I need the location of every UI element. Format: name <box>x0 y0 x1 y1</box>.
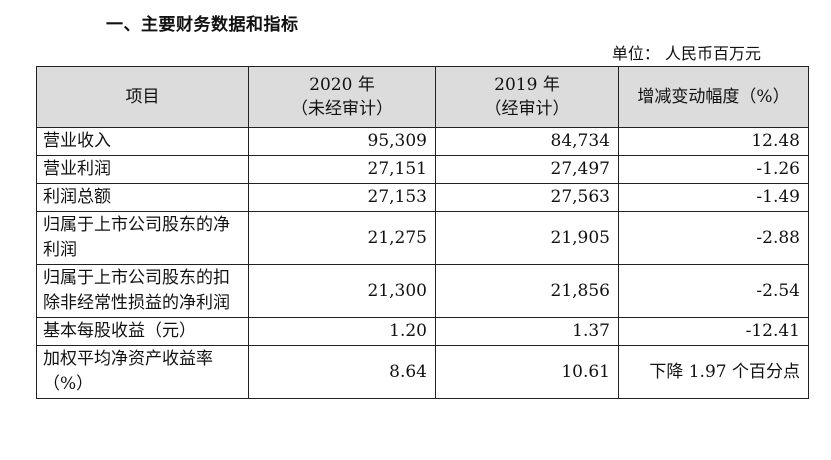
header-item: 项目 <box>36 66 249 128</box>
row-label: 营业利润 <box>36 155 249 184</box>
header-2020: 2020 年 （未经审计） <box>248 66 436 128</box>
table-row: 营业收入 95,309 84,734 12.48 <box>36 127 809 156</box>
value-change: 下降 1.97 个百分点 <box>618 345 809 399</box>
table-header-row: 项目 2020 年 （未经审计） 2019 年 （经审计） 增减变动幅度（%） <box>36 66 809 128</box>
table-row: 基本每股收益（元） 1.20 1.37 -12.41 <box>36 317 809 346</box>
value-2019: 84,734 <box>435 127 619 156</box>
header-2019-note: （经审计） <box>484 99 570 119</box>
value-2019: 21,905 <box>435 211 619 265</box>
row-label: 基本每股收益（元） <box>36 317 249 346</box>
row-label: 归属于上市公司股东的净利润 <box>36 211 249 265</box>
value-2019: 21,856 <box>435 264 619 318</box>
value-2019: 27,497 <box>435 155 619 184</box>
header-2020-year: 2020 年 <box>309 75 375 95</box>
value-change: -2.54 <box>618 264 809 318</box>
section-title: 一、主要财务数据和指标 <box>106 15 299 35</box>
financial-data-table: 项目 2020 年 （未经审计） 2019 年 （经审计） 增减变动幅度（%） … <box>36 66 809 399</box>
value-2020: 27,153 <box>248 183 436 212</box>
value-2020: 27,151 <box>248 155 436 184</box>
value-2020: 95,309 <box>248 127 436 156</box>
value-change: -1.49 <box>618 183 809 212</box>
table-row: 归属于上市公司股东的净利润 21,275 21,905 -2.88 <box>36 211 809 265</box>
value-change: -12.41 <box>618 317 809 346</box>
value-change: 12.48 <box>618 127 809 156</box>
header-2019-year: 2019 年 <box>494 75 560 95</box>
table-row: 营业利润 27,151 27,497 -1.26 <box>36 155 809 184</box>
table-row: 归属于上市公司股东的扣除非经常性损益的净利润 21,300 21,856 -2.… <box>36 264 809 318</box>
value-2019: 10.61 <box>435 345 619 399</box>
row-label: 归属于上市公司股东的扣除非经常性损益的净利润 <box>36 264 249 318</box>
unit-label: 单位： 人民币百万元 <box>611 44 761 63</box>
row-label: 加权平均净资产收益率（%） <box>36 345 249 399</box>
table-row: 利润总额 27,153 27,563 -1.49 <box>36 183 809 212</box>
value-change: -1.26 <box>618 155 809 184</box>
header-2020-note: （未经审计） <box>291 99 393 119</box>
value-2020: 21,300 <box>248 264 436 318</box>
value-2019: 27,563 <box>435 183 619 212</box>
value-2020: 21,275 <box>248 211 436 265</box>
value-2020: 8.64 <box>248 345 436 399</box>
value-2020: 1.20 <box>248 317 436 346</box>
value-change: -2.88 <box>618 211 809 265</box>
value-2019: 1.37 <box>435 317 619 346</box>
header-change: 增减变动幅度（%） <box>618 66 809 128</box>
row-label: 利润总额 <box>36 183 249 212</box>
header-2019: 2019 年 （经审计） <box>435 66 619 128</box>
table-row: 加权平均净资产收益率（%） 8.64 10.61 下降 1.97 个百分点 <box>36 345 809 399</box>
row-label: 营业收入 <box>36 127 249 156</box>
